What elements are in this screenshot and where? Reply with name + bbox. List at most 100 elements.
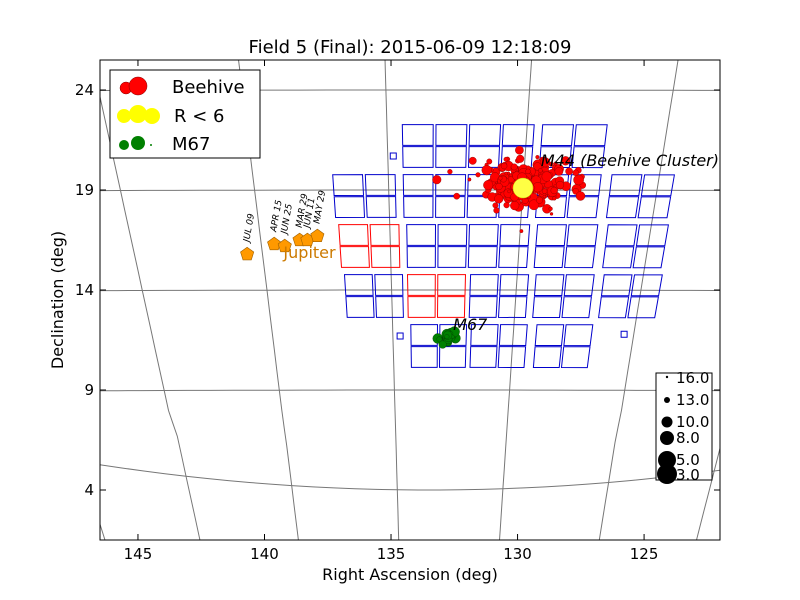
star-beehive-250 xyxy=(541,171,552,182)
size-legend-label-2: 10.0 xyxy=(676,413,709,431)
jupiter-marker-1 xyxy=(267,236,282,251)
fov-ccd-10-3 xyxy=(467,246,498,268)
star-beehive-231 xyxy=(542,194,547,199)
y-tick-label-2: 14 xyxy=(75,281,94,299)
star-m67-29 xyxy=(444,334,450,340)
fov-ccd-7-1 xyxy=(332,174,365,197)
fov-ccd-11-3 xyxy=(406,246,436,268)
fov-ccd-13-1 xyxy=(600,274,633,297)
fov-ccd-3-2 xyxy=(637,196,672,219)
fov-module-16 xyxy=(406,274,467,318)
star-beehive-193 xyxy=(503,202,510,209)
size-legend-marker-2 xyxy=(661,416,673,428)
star-beehive-50 xyxy=(447,169,453,175)
fov-ccd-2-3 xyxy=(402,146,434,168)
fov-module-3 xyxy=(605,174,675,219)
annotations: M44 (Beehive Cluster) M67 Jupiter xyxy=(282,151,719,334)
fov-ccd-1-1 xyxy=(540,124,575,146)
fine-guide-sensor-2 xyxy=(620,330,628,338)
fov-module-2 xyxy=(401,124,468,168)
fov-ccd-12-0 xyxy=(369,224,400,246)
star-beehive-172 xyxy=(560,156,571,166)
annotation-2: Jupiter xyxy=(282,243,336,262)
fov-ccd-1-0 xyxy=(573,124,608,147)
star-beehive-137 xyxy=(533,162,542,171)
star-beehive-136 xyxy=(565,167,573,176)
star-beehive-140 xyxy=(538,168,543,173)
fov-ccd-15-3 xyxy=(468,296,498,318)
fov-module-8 xyxy=(602,224,669,269)
fov-ccd-9-1 xyxy=(535,224,567,246)
fine-guide-sensor-0 xyxy=(389,152,397,160)
fov-ccd-8-1 xyxy=(604,224,638,247)
size-legend-marker-0 xyxy=(665,375,669,379)
star-beehive-245 xyxy=(507,189,511,194)
star-beehive-248 xyxy=(498,175,503,181)
star-beehive-210 xyxy=(519,229,524,234)
star-beehive-109 xyxy=(486,158,493,165)
legend-marker-beehive-large xyxy=(128,76,148,96)
star-beehive-129 xyxy=(516,154,525,163)
jupiter-marker-2 xyxy=(277,238,292,253)
star-beehive-247 xyxy=(510,163,518,171)
star-beehive-185 xyxy=(504,171,509,176)
fov-ccd-18-0 xyxy=(563,324,594,347)
star-beehive-175 xyxy=(468,156,477,165)
x-tick-label-2: 135 xyxy=(377,545,406,563)
fov-ccd-19-2 xyxy=(497,346,527,369)
fov-ccd-17-1 xyxy=(343,274,374,296)
star-beehive-228 xyxy=(550,186,558,195)
star-beehive-103 xyxy=(493,207,500,214)
meridian-line-4 xyxy=(499,60,533,540)
star-beehive-237 xyxy=(555,180,565,190)
fov-ccd-16-2 xyxy=(436,296,466,318)
y-tick-label-3: 9 xyxy=(84,381,94,399)
legend-marker-bright-1 xyxy=(117,109,131,123)
fov-ccd-16-1 xyxy=(406,274,436,296)
meridian-line-1 xyxy=(100,94,201,540)
fov-ccd-7-3 xyxy=(333,196,366,219)
parallel-line-1 xyxy=(100,89,720,91)
plot-frame xyxy=(99,59,721,541)
fov-ccd-6-1 xyxy=(402,174,434,196)
x-tick-label-3: 130 xyxy=(503,545,532,563)
fov-ccd-14-1 xyxy=(533,274,565,296)
x-tick-label-4: 125 xyxy=(630,545,659,563)
field-of-view xyxy=(332,124,675,369)
star-beehive-232 xyxy=(495,182,503,191)
parallel-line-2 xyxy=(100,189,720,192)
fov-module-10 xyxy=(467,224,531,269)
meridian-line-5 xyxy=(598,60,679,540)
fov-ccd-7-2 xyxy=(365,196,397,218)
chart-title: Field 5 (Final): 2015-06-09 12:18:09 xyxy=(249,37,572,58)
y-tick-label-1: 19 xyxy=(75,181,94,199)
legend-marker-m67-dot xyxy=(150,144,152,146)
fov-ccd-2-0 xyxy=(435,124,468,146)
star-beehive-244 xyxy=(540,157,551,168)
star-beehive-219 xyxy=(481,165,492,176)
y-axis-label: Declination (deg) xyxy=(48,231,67,369)
fov-module-7 xyxy=(332,174,397,219)
legend-label-beehive: Beehive xyxy=(172,77,245,98)
fov-ccd-8-0 xyxy=(635,224,669,247)
fov-module-15 xyxy=(468,274,530,319)
star-beehive-229 xyxy=(494,194,504,204)
size-legend-label-3: 8.0 xyxy=(676,429,700,447)
fov-ccd-17-2 xyxy=(375,296,404,318)
fov-module-18 xyxy=(532,324,594,369)
fov-ccd-11-1 xyxy=(406,224,437,246)
fov-ccd-13-3 xyxy=(598,296,630,319)
star-beehive-49 xyxy=(492,202,499,209)
meridian-line-3 xyxy=(384,60,400,540)
legend-marker-bright-2 xyxy=(129,105,147,123)
star-beehive-83 xyxy=(553,161,558,166)
size-legend-marker-4 xyxy=(658,451,676,469)
fov-ccd-18-3 xyxy=(532,346,562,368)
fov-ccd-1-2 xyxy=(571,146,606,169)
fov-ccd-17-0 xyxy=(374,274,404,296)
fov-module-9 xyxy=(533,224,599,269)
annotation-1: M67 xyxy=(453,315,488,334)
bright-star-marker xyxy=(512,177,534,199)
fov-ccd-3-0 xyxy=(640,174,675,197)
